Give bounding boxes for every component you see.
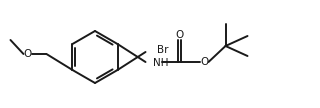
Text: NH: NH xyxy=(153,58,168,68)
Text: Br: Br xyxy=(156,45,168,55)
Text: O: O xyxy=(175,30,183,40)
Text: O: O xyxy=(200,57,209,67)
Text: O: O xyxy=(23,49,32,59)
